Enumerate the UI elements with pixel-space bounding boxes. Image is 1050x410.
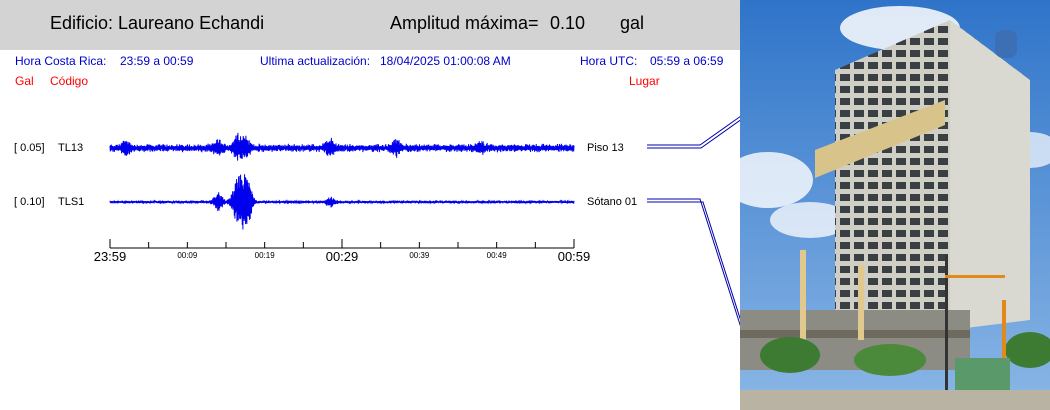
- trace-2-place: Sótano 01: [587, 196, 638, 208]
- local-time-label: Hora Costa Rica:: [15, 54, 107, 68]
- trace-1-scale: [ 0.05]: [14, 142, 45, 154]
- time-tick-label: 00:19: [255, 251, 276, 260]
- utc-time-range: 05:59 a 06:59: [650, 54, 724, 68]
- time-tick-label: 00:39: [409, 251, 430, 260]
- time-tick-label: 00:29: [326, 249, 359, 264]
- time-tick-label: 00:59: [558, 249, 591, 264]
- time-tick-label: 00:49: [487, 251, 508, 260]
- amplitude-label: Amplitud máxima=: [390, 13, 539, 33]
- connector-line-sotano-01-b: [647, 201, 740, 320]
- header-bar: Edificio: Laureano Echandi Amplitud máxi…: [0, 0, 740, 50]
- time-tick-label: 00:09: [177, 251, 198, 260]
- traces: [109, 132, 575, 230]
- connector-line-sotano-01: [647, 198, 740, 327]
- column-code: Código: [50, 74, 89, 88]
- trace-1-code: TL13: [58, 142, 84, 154]
- trace-2-code: TLS1: [58, 196, 85, 208]
- column-place: Lugar: [629, 74, 660, 88]
- connector-line-piso-13-b: [647, 119, 740, 149]
- trace-2-scale: [ 0.10]: [14, 196, 45, 208]
- utc-time-label: Hora UTC:: [580, 54, 638, 68]
- trace-1-place: Piso 13: [587, 142, 624, 154]
- building-photo: [740, 0, 1050, 410]
- amplitude-value: 0.10: [550, 13, 586, 33]
- building-name: Laureano Echandi: [118, 13, 265, 33]
- column-gal: Gal: [15, 74, 34, 88]
- local-time-range: 23:59 a 00:59: [120, 54, 194, 68]
- building-label: Edificio:: [50, 13, 114, 33]
- seismogram-chart: 23:59 00:09 00:19 00:29 00:39 00:49 00:59: [94, 116, 740, 327]
- time-axis: 23:59 00:09 00:19 00:29 00:39 00:49 00:59: [94, 239, 591, 264]
- amplitude-unit: gal: [620, 13, 645, 33]
- connector-line-piso-13: [647, 116, 740, 146]
- connector-lines: [647, 116, 740, 327]
- seismogram-trace-tl13: [109, 132, 575, 161]
- time-tick-label: 23:59: [94, 249, 127, 264]
- update-value: 18/04/2025 01:00:08 AM: [380, 54, 511, 68]
- update-label: Ultima actualización:: [260, 54, 371, 68]
- seismogram-trace-tls1: [109, 174, 575, 230]
